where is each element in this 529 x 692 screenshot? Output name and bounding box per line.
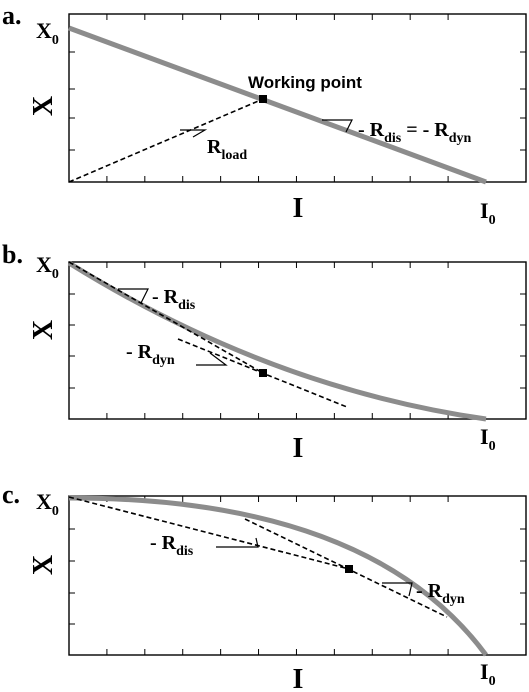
panel-b-x0-label: X0 [36,252,59,282]
panel-b-dis-slope-marker [118,288,149,304]
panel-c-x-axis-title: I [293,664,304,692]
panel-c-dis-line [68,496,350,570]
panel-b-dyn-label: - Rdyn [126,341,175,368]
panel-b-plot-frame [68,261,527,420]
panel-a-plot-frame [68,13,527,183]
panel-a-dis-slope-marker [322,119,353,133]
panel-c-working-point-marker [345,565,353,573]
panel-b-i0-label: I0 [480,424,496,454]
panel-a-characteristic-curve [68,25,487,185]
panel-c-ticks [69,496,526,655]
panel-b-letter: b. [2,240,23,269]
panel-c-dyn-label: - Rdyn [416,580,465,607]
panel-c: c. X0 X I I0 - Rdis - Rdyn [2,480,527,692]
panel-c-y-axis-title: X [28,555,59,575]
panel-b-working-point-marker [259,369,267,377]
panel-c-plot-frame [68,495,527,656]
panel-c-dis-slope-marker [216,537,259,548]
panel-c-dyn-slope-marker [382,582,413,597]
panel-c-i0-label: I0 [480,659,496,689]
panel-c-letter: c. [2,480,20,509]
panel-a-load-label: Rload [207,136,247,163]
panel-a-x-axis-title: I [293,193,304,224]
panel-a-ticks [69,14,526,182]
panel-b-x-axis-title: I [293,433,304,464]
panel-b: b. X0 X I I0 - Rdis - Rdyn [2,240,527,464]
panel-a-load-line [68,98,264,183]
panel-c-characteristic-curve [68,495,489,657]
panel-a-working-point-label: Working point [248,73,362,92]
panel-a-working-point-marker [259,95,267,103]
panel-b-ticks [69,262,526,419]
panel-a-x0-label: X0 [36,18,59,48]
panel-c-dis-label: - Rdis [150,532,194,559]
panel-a-letter: a. [2,1,22,30]
panel-b-dis-line [68,261,264,374]
panel-b-characteristic-curve [67,260,487,422]
panel-b-dis-label: - Rdis [152,286,196,313]
panel-a-i0-label: I0 [480,198,496,228]
panel-a-load-slope-marker [180,129,208,138]
panel-b-y-axis-title: X [28,320,59,340]
panel-c-x0-label: X0 [36,489,59,519]
panel-a: a. X0 X I I0 Working point Rload - Rdis … [2,1,527,228]
panel-b-dyn-slope-marker [196,352,228,366]
panel-a-slope-label: - Rdis = - Rdyn [358,119,472,146]
panel-a-y-axis-title: X [28,96,59,116]
